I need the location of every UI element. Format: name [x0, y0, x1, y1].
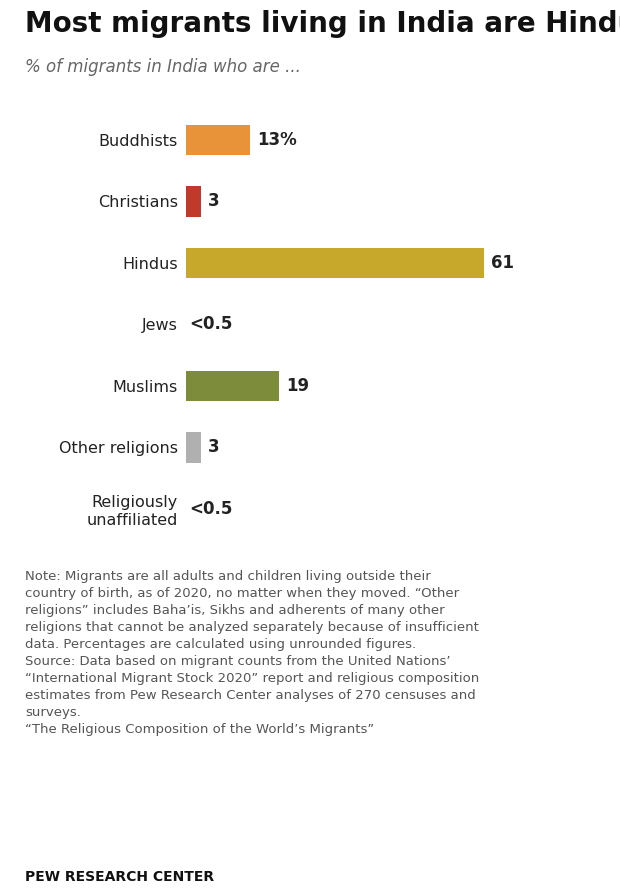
Bar	[186, 248, 484, 278]
Text: % of migrants in India who are ...: % of migrants in India who are ...	[25, 58, 301, 76]
Text: 3: 3	[208, 438, 219, 457]
Text: PEW RESEARCH CENTER: PEW RESEARCH CENTER	[25, 870, 214, 884]
Bar	[186, 432, 201, 463]
Text: 61: 61	[492, 254, 515, 272]
Text: <0.5: <0.5	[189, 316, 232, 333]
Text: Most migrants living in India are Hindu: Most migrants living in India are Hindu	[25, 10, 620, 38]
Bar	[186, 186, 201, 217]
Text: Note: Migrants are all adults and children living outside their
country of birth: Note: Migrants are all adults and childr…	[25, 570, 479, 736]
Text: 13%: 13%	[257, 131, 296, 149]
Text: <0.5: <0.5	[189, 500, 232, 518]
Text: 3: 3	[208, 192, 219, 210]
Bar	[186, 370, 279, 401]
Text: 19: 19	[286, 377, 309, 395]
Bar	[186, 124, 249, 156]
